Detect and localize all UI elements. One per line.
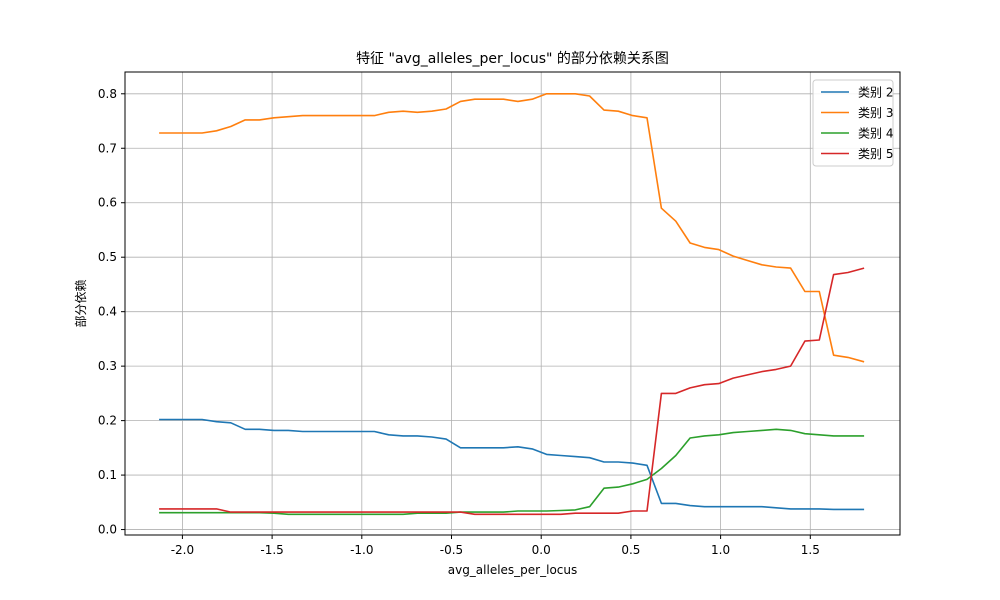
- y-tick-label: 0.3: [98, 359, 117, 373]
- x-tick-label: -1.0: [350, 543, 373, 557]
- x-tick-label: 0.5: [621, 543, 640, 557]
- y-tick-label: 0.7: [98, 141, 117, 155]
- series-line-1: [159, 418, 865, 511]
- legend-label: 类别 5: [858, 147, 893, 161]
- y-tick-label: 0.4: [98, 305, 117, 319]
- grid-lines: [125, 72, 900, 535]
- x-tick-label: -0.5: [440, 543, 463, 557]
- y-tick-label: 0.5: [98, 250, 117, 264]
- series-line-4: [159, 267, 865, 516]
- y-tick-label: 0.0: [98, 523, 117, 537]
- chart-title: 特征 "avg_alleles_per_locus" 的部分依赖关系图: [356, 51, 669, 67]
- series-line-2: [159, 93, 865, 363]
- x-tick-label: -2.0: [171, 543, 194, 557]
- x-tick-label: -1.5: [260, 543, 283, 557]
- x-tick-label: 0.0: [532, 543, 551, 557]
- plot-frame: [124, 71, 901, 536]
- y-tick-label: 0.1: [98, 468, 117, 482]
- y-tick-label: 0.2: [98, 414, 117, 428]
- legend-box: [812, 79, 894, 167]
- y-tick-label: 0.6: [98, 196, 117, 210]
- series-lines: [159, 93, 865, 516]
- y-tick-label: 0.8: [98, 87, 117, 101]
- x-tick-label: 1.0: [711, 543, 730, 557]
- legend-label: 类别 3: [858, 106, 893, 120]
- y-axis-ticks: 0.0 0.1 0.2 0.3 0.4 0.5 0.6 0.7 0.8: [98, 87, 125, 537]
- x-axis-ticks: -2.0 -1.5 -1.0 -0.5 0.0 0.5 1.0 1.5: [171, 535, 820, 557]
- legend-label: 类别 4: [858, 127, 893, 141]
- series-line-3: [159, 428, 865, 516]
- x-axis-title: avg_alleles_per_locus: [448, 563, 578, 577]
- legend: 类别 2 类别 3 类别 4 类别 5: [812, 79, 894, 167]
- x-tick-label: 1.5: [801, 543, 820, 557]
- legend-label: 类别 2: [858, 86, 893, 100]
- y-axis-title: 部分依赖: [73, 279, 88, 327]
